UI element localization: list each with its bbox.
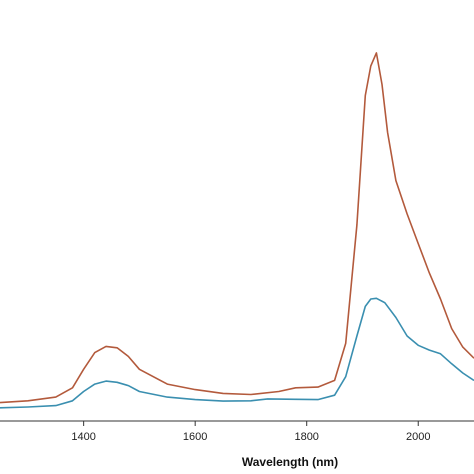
plot-area [0, 52, 474, 409]
x-tick-label: 2000 [406, 431, 430, 443]
x-tick-label: 1600 [183, 431, 207, 443]
series-line-2 [0, 297, 474, 409]
x-axis-title: Wavelength (nm) [242, 455, 338, 469]
x-axis-ticks: 1400 1600 1800 2000 [71, 421, 430, 443]
x-tick-label: 1400 [71, 431, 95, 443]
x-tick-label: 1800 [294, 431, 318, 443]
series-line-1 [0, 52, 474, 404]
